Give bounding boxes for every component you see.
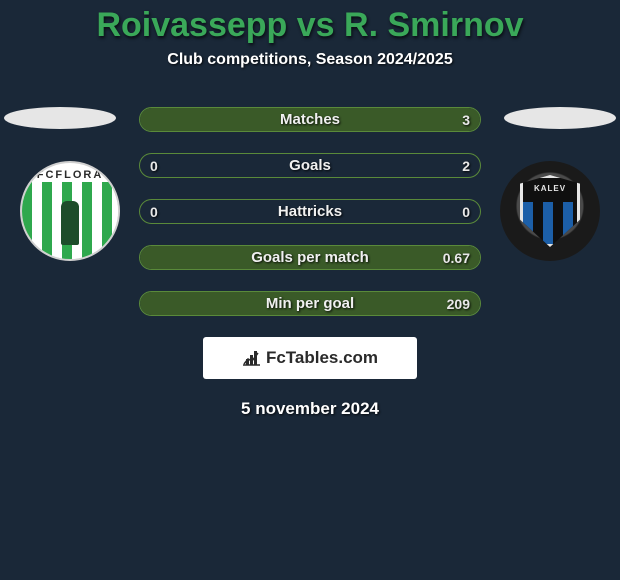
stat-value-left: 0 <box>150 204 158 220</box>
date-label: 5 november 2024 <box>0 399 620 419</box>
brand-text: FcTables.com <box>266 348 378 368</box>
stat-bar: 0 Hattricks 0 <box>139 199 481 224</box>
stat-bar: Min per goal 209 <box>139 291 481 316</box>
stat-bar: Goals per match 0.67 <box>139 245 481 270</box>
bar-chart-icon <box>242 350 262 366</box>
kalev-crest-icon: KALEV <box>500 161 600 261</box>
page-subtitle: Club competitions, Season 2024/2025 <box>0 51 620 69</box>
stat-value-left: 0 <box>150 158 158 174</box>
club-crest-right: KALEV <box>500 161 600 261</box>
stat-bar: Matches 3 <box>139 107 481 132</box>
stat-label: Goals per match <box>251 249 369 266</box>
stat-label: Min per goal <box>266 295 354 312</box>
stat-value-right: 0 <box>462 204 470 220</box>
stat-label: Goals <box>289 157 331 174</box>
page-title: Roivassepp vs R. Smirnov <box>0 0 620 51</box>
stat-value-right: 209 <box>447 296 470 312</box>
comparison-card: Roivassepp vs R. Smirnov Club competitio… <box>0 0 620 419</box>
club-crest-left: FCFLORA <box>20 161 120 261</box>
flora-crest-icon: FCFLORA <box>20 161 120 261</box>
stat-value-right: 0.67 <box>443 250 470 266</box>
comparison-body: FCFLORA KALEV Matches30Goals20Hattricks0… <box>0 107 620 419</box>
stat-value-right: 2 <box>462 158 470 174</box>
brand-badge: FcTables.com <box>203 337 417 379</box>
stat-value-right: 3 <box>462 112 470 128</box>
stat-label: Hattricks <box>278 203 342 220</box>
player-photo-placeholder-left <box>4 107 116 129</box>
stat-bar: 0 Goals 2 <box>139 153 481 178</box>
stat-bars: Matches 3 0 Goals 2 0 Hattricks 0 Goals per matc… <box>139 107 481 316</box>
stat-label: Matches <box>280 111 340 128</box>
player-photo-placeholder-right <box>504 107 616 129</box>
